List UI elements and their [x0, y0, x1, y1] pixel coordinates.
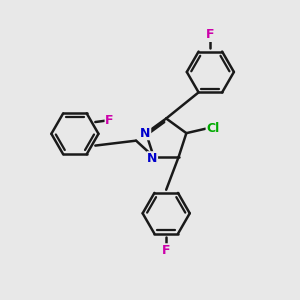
Text: N: N	[140, 127, 151, 140]
Text: F: F	[162, 244, 170, 257]
Text: N: N	[147, 152, 158, 165]
Text: F: F	[206, 28, 214, 41]
Text: Cl: Cl	[206, 122, 220, 135]
Text: F: F	[105, 114, 114, 127]
